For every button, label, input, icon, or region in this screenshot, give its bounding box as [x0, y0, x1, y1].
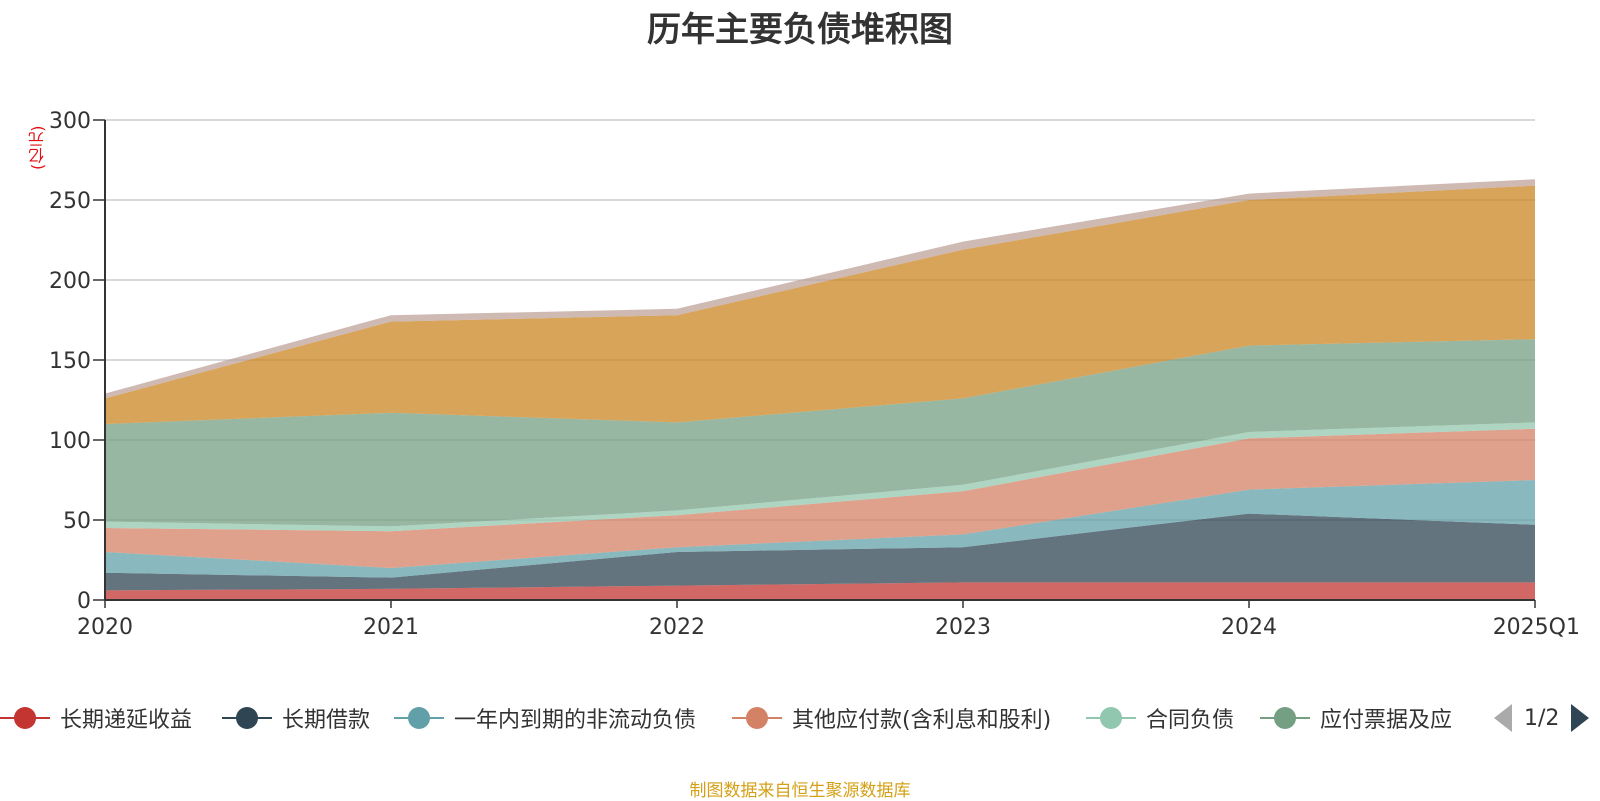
area-series-长期递延收益 [105, 582, 1535, 600]
y-tick-label: 200 [49, 269, 91, 294]
previous-page-icon[interactable] [1494, 704, 1512, 732]
axes [93, 119, 1536, 608]
legend-label: 一年内到期的非流动负债 [454, 708, 697, 733]
y-tick-label: 100 [49, 429, 91, 454]
next-page-icon[interactable] [1571, 704, 1590, 732]
legend-label: 长期借款 [282, 708, 371, 733]
chart-title: 历年主要负债堆积图 [647, 10, 953, 50]
area-series-应付票据及应付账款 [105, 339, 1535, 527]
y-tick-label: 0 [77, 589, 91, 614]
legend-marker-icon [0, 703, 50, 733]
area-series-其他应付款(含利息和股利) [105, 428, 1535, 568]
area-series-长期借款 [105, 513, 1535, 591]
x-tick-label: 2020 [77, 615, 133, 640]
legend-pager: 1/2 [1494, 700, 1590, 736]
legend-marker-icon [1260, 703, 1310, 733]
stacked-area-chart: 0 50 100 150 200 250 300 2020 2021 2022 2023 2024 20… [49, 109, 1580, 640]
legend-marker-icon [1086, 703, 1136, 733]
y-tick-label: 300 [49, 109, 91, 134]
legend-marker-icon [222, 703, 272, 733]
legend-label: 合同负债 [1146, 708, 1235, 733]
x-tick-label: 2024 [1221, 615, 1277, 640]
tick-labels: 0 50 100 150 200 250 300 2020 2021 2022 2023 2024 20… [49, 109, 1580, 640]
area-series [105, 179, 1535, 600]
x-tick-label: 2025Q1 [1493, 615, 1580, 640]
x-tick-label: 2023 [935, 615, 991, 640]
legend-marker-icon [394, 703, 444, 733]
legend-label: 长期递延收益 [60, 708, 193, 733]
legend-label: 应付票据及应 [1320, 708, 1453, 733]
x-tick-label: 2021 [363, 615, 419, 640]
legend-item[interactable]: 应付票据及应 [1260, 700, 1452, 736]
legend-item[interactable]: 长期递延收益 [0, 700, 192, 736]
y-tick-label: 250 [49, 189, 91, 214]
legend: 长期递延收益 长期借款 一年内到期的非流动负债 其他应付款(含利息和股利) 合同… [0, 700, 1480, 736]
legend-item[interactable]: 合同负债 [1086, 700, 1234, 736]
legend-item[interactable]: 长期借款 [222, 700, 370, 736]
legend-item[interactable]: 其他应付款(含利息和股利) [732, 700, 1051, 736]
legend-item[interactable]: 一年内到期的非流动负债 [394, 700, 696, 736]
legend-label: 其他应付款(含利息和股利) [792, 708, 1052, 733]
y-tick-label: 50 [63, 509, 91, 534]
x-tick-label: 2022 [649, 615, 705, 640]
area-series-合同负债 [105, 422, 1535, 532]
legend-marker-icon [732, 703, 782, 733]
y-tick-label: 150 [49, 349, 91, 374]
data-source-note: 制图数据来自恒生聚源数据库 [689, 781, 911, 801]
y-axis-unit-label: (亿元) [28, 125, 47, 171]
area-series-一年内到期的非流动负债 [105, 480, 1535, 578]
legend-page-indicator: 1/2 [1524, 705, 1560, 731]
area-series-series [105, 185, 1535, 424]
